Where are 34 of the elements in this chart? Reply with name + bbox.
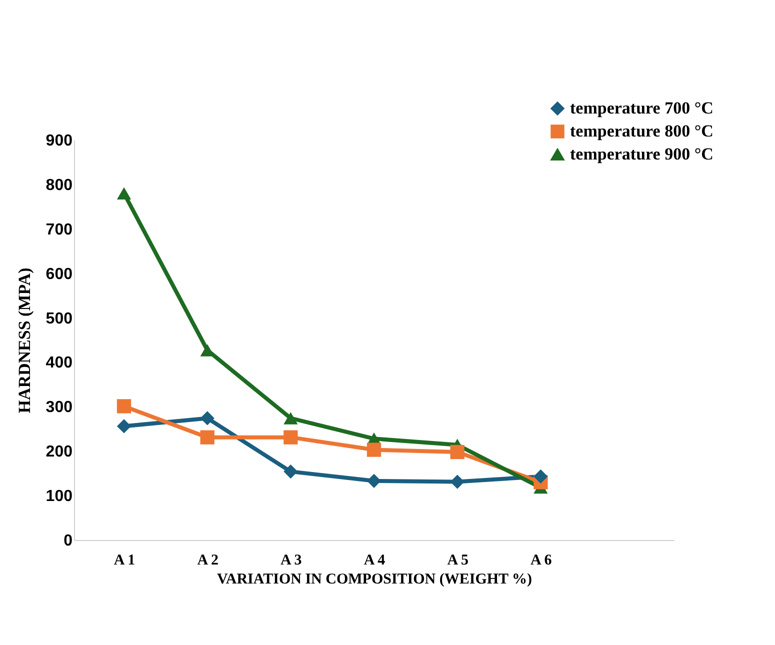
y-tick-label: 700 [46,221,73,238]
x-axis-title: VARIATION IN COMPOSITION (WEIGHT %) [216,572,532,588]
y-axis-title: HARDNESS (MPA) [14,268,34,414]
point [450,444,464,460]
point [366,442,382,457]
y-tick-label: 800 [46,176,73,194]
y-tick-label: 600 [46,266,73,283]
point [200,411,214,426]
y-tick-label: 900 [46,132,73,150]
x-tick-label: A 3 [280,552,302,568]
point [284,430,298,444]
point [450,474,464,489]
y-tick-label: 100 [46,488,73,506]
y-tick-label: 200 [46,444,73,461]
y-tick-label: 500 [46,310,73,328]
point [284,412,298,424]
x-tick-label: A 2 [197,552,218,568]
x-tick-label: A 5 [447,552,468,568]
point [534,469,548,484]
y-tick-label: 300 [46,399,73,416]
point [366,474,382,488]
point [200,430,214,444]
y-tick-label: 0 [64,532,73,550]
point [284,464,298,479]
x-tick-label: A 6 [530,552,552,568]
y-tick-label: 400 [46,354,73,372]
x-tick-label: A 1 [114,552,136,568]
legend-label: temperature 800 °C [570,122,714,140]
point [116,399,132,414]
x-tick-label: A 4 [364,552,386,568]
point [116,419,132,434]
legend-label: temperature 900 °C [570,144,714,164]
point [116,187,132,200]
legend-label: temperature 700 °C [570,98,714,118]
